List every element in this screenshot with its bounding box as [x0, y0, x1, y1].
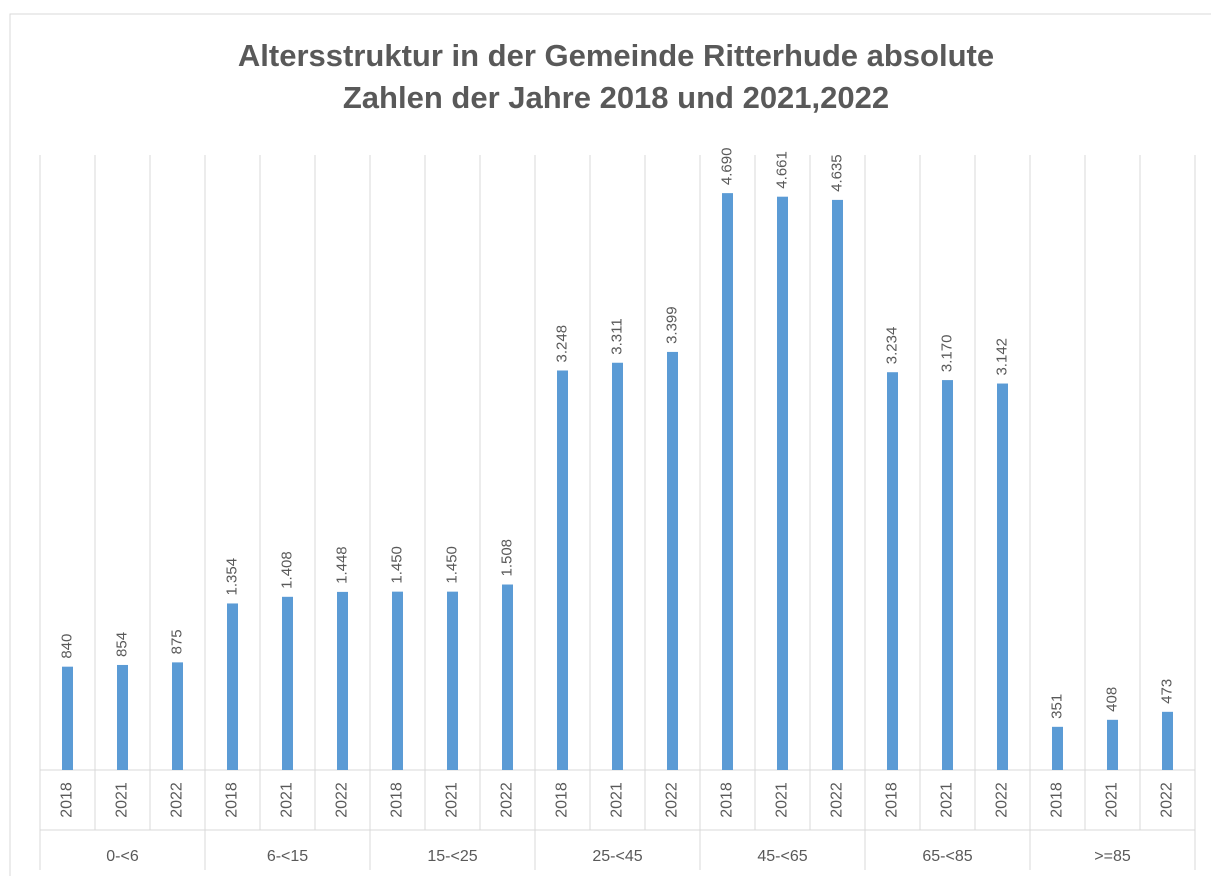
value-label: 4.661 — [773, 151, 790, 189]
bar — [1162, 711, 1173, 770]
value-label: 1.448 — [333, 546, 350, 584]
value-label: 1.450 — [443, 546, 460, 584]
x-tick-label: 2022 — [664, 782, 681, 818]
bar — [337, 591, 348, 770]
x-tick-label: 2018 — [224, 782, 241, 818]
x-tick-label: 2021 — [279, 782, 296, 818]
x-tick-label: 2021 — [939, 782, 956, 818]
x-tick-label: 2021 — [114, 782, 131, 818]
x-tick-label: 2018 — [554, 782, 571, 818]
bar — [1107, 719, 1118, 770]
group-label: 65-<85 — [922, 848, 972, 865]
value-label: 854 — [113, 632, 130, 657]
chart-title: Altersstruktur in der Gemeinde Ritterhud… — [238, 38, 994, 73]
bar — [997, 383, 1008, 770]
x-tick-label: 2021 — [774, 782, 791, 818]
value-label: 3.234 — [883, 327, 900, 365]
bar — [832, 199, 843, 770]
x-tick-label: 2022 — [1159, 782, 1176, 818]
value-label: 840 — [58, 634, 75, 659]
x-tick-label: 2022 — [499, 782, 516, 818]
value-label: 351 — [1048, 694, 1065, 719]
group-label: 45-<65 — [757, 848, 807, 865]
value-label: 3.311 — [608, 318, 625, 354]
bar — [887, 372, 898, 770]
bar — [227, 603, 238, 770]
group-label: 0-<6 — [106, 848, 139, 865]
x-tick-label: 2022 — [334, 782, 351, 818]
x-tick-label: 2018 — [884, 782, 901, 818]
bar — [667, 351, 678, 770]
x-tick-label: 2022 — [829, 782, 846, 818]
value-label: 1.508 — [498, 539, 515, 577]
x-tick-label: 2018 — [59, 782, 76, 818]
value-label: 1.408 — [278, 551, 295, 589]
bar — [502, 584, 513, 770]
x-tick-label: 2018 — [1049, 782, 1066, 818]
value-label: 1.354 — [223, 558, 240, 596]
value-label: 4.690 — [718, 148, 735, 186]
group-label: 25-<45 — [592, 848, 642, 865]
bar — [172, 662, 183, 770]
value-label: 3.399 — [663, 306, 680, 344]
x-tick-label: 2021 — [444, 782, 461, 818]
bar — [777, 196, 788, 770]
group-label: 15-<25 — [427, 848, 477, 865]
value-label: 408 — [1103, 687, 1120, 712]
value-label: 3.248 — [553, 325, 570, 363]
bar — [1052, 726, 1063, 770]
x-tick-label: 2022 — [994, 782, 1011, 818]
bar — [447, 591, 458, 770]
chart-frame — [9, 13, 1211, 876]
value-label: 3.142 — [993, 338, 1010, 376]
value-label: 473 — [1158, 679, 1175, 704]
x-tick-label: 2021 — [609, 782, 626, 818]
x-tick-label: 2022 — [169, 782, 186, 818]
chart-title: Zahlen der Jahre 2018 und 2021,2022 — [343, 80, 889, 115]
bar — [392, 591, 403, 770]
bar — [557, 370, 568, 770]
bar — [62, 666, 73, 770]
group-label: 6-<15 — [267, 848, 308, 865]
bar — [117, 664, 128, 770]
value-label: 4.635 — [828, 154, 845, 192]
value-label: 3.170 — [938, 335, 955, 373]
x-tick-label: 2021 — [1104, 782, 1121, 818]
bar — [282, 596, 293, 770]
value-label: 1.450 — [388, 546, 405, 584]
value-label: 875 — [168, 629, 185, 654]
x-tick-label: 2018 — [719, 782, 736, 818]
bar — [722, 193, 733, 770]
bar — [942, 380, 953, 770]
bar — [612, 362, 623, 770]
x-tick-label: 2018 — [389, 782, 406, 818]
group-label: >=85 — [1094, 848, 1131, 865]
